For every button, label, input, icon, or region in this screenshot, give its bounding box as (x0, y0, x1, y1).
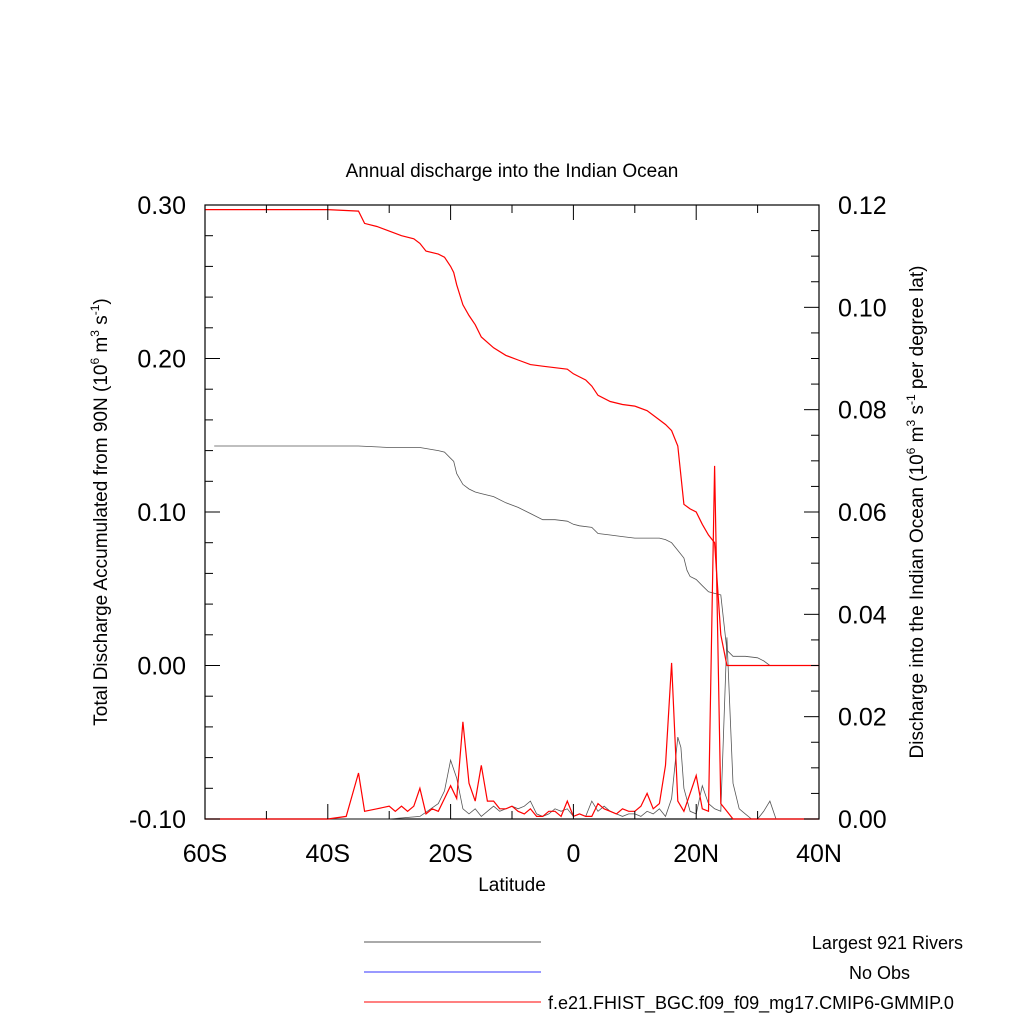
y-left-tick-label: 0.10 (137, 499, 186, 527)
legend-label: Largest 921 Rivers (812, 933, 963, 953)
right-y-axis-ticks: 0.00 0.02 0.04 0.06 0.08 0.10 0.12 (804, 192, 887, 834)
legend: Largest 921 Rivers No Obs f.e21.FHIST_BGC.… (364, 933, 963, 1014)
y-left-tick-label: -0.10 (129, 806, 186, 834)
y-right-tick-label: 0.02 (838, 704, 887, 732)
series-line-0 (214, 445, 819, 666)
chart-title: Annual discharge into the Indian Ocean (346, 161, 679, 182)
y-right-tick-label: 0.06 (838, 499, 887, 527)
right-y-axis-title: Discharge into the Indian Ocean (106 m3 … (904, 266, 928, 759)
y-left-tick-label: 0.20 (137, 346, 186, 374)
y-right-tick-label: 0.12 (838, 192, 887, 220)
y-right-tick-label: 0.08 (838, 397, 887, 425)
y-left-tick-label: 0.00 (137, 653, 186, 681)
series-line-1 (205, 637, 819, 820)
series-line-3 (205, 209, 819, 667)
x-axis-ticks: 60S 40S 20S 0 20N 40N (183, 205, 842, 868)
y-right-tick-label: 0.00 (838, 806, 887, 834)
plot-frame (204, 204, 820, 820)
left-y-axis-ticks: -0.10 0.00 0.10 0.20 0.30 (129, 192, 220, 834)
x-tick-label: 20N (673, 840, 719, 868)
left-y-axis-title: Total Discharge Accumulated from 90N (10… (88, 298, 112, 725)
y-left-tick-label: 0.30 (137, 192, 186, 220)
x-tick-label: 0 (566, 840, 580, 868)
y-right-tick-label: 0.10 (838, 294, 887, 322)
x-axis-title: Latitude (478, 875, 546, 896)
series-layer (205, 209, 819, 820)
x-tick-label: 40N (796, 840, 842, 868)
series-line-4 (205, 465, 819, 820)
y-right-tick-label: 0.04 (838, 601, 887, 629)
x-tick-label: 40S (306, 840, 350, 868)
legend-label: No Obs (849, 963, 910, 983)
x-tick-label: 20S (428, 840, 472, 868)
x-tick-label: 60S (183, 840, 227, 868)
legend-label: f.e21.FHIST_BGC.f09_f09_mg17.CMIP6-GMMIP… (548, 993, 954, 1014)
